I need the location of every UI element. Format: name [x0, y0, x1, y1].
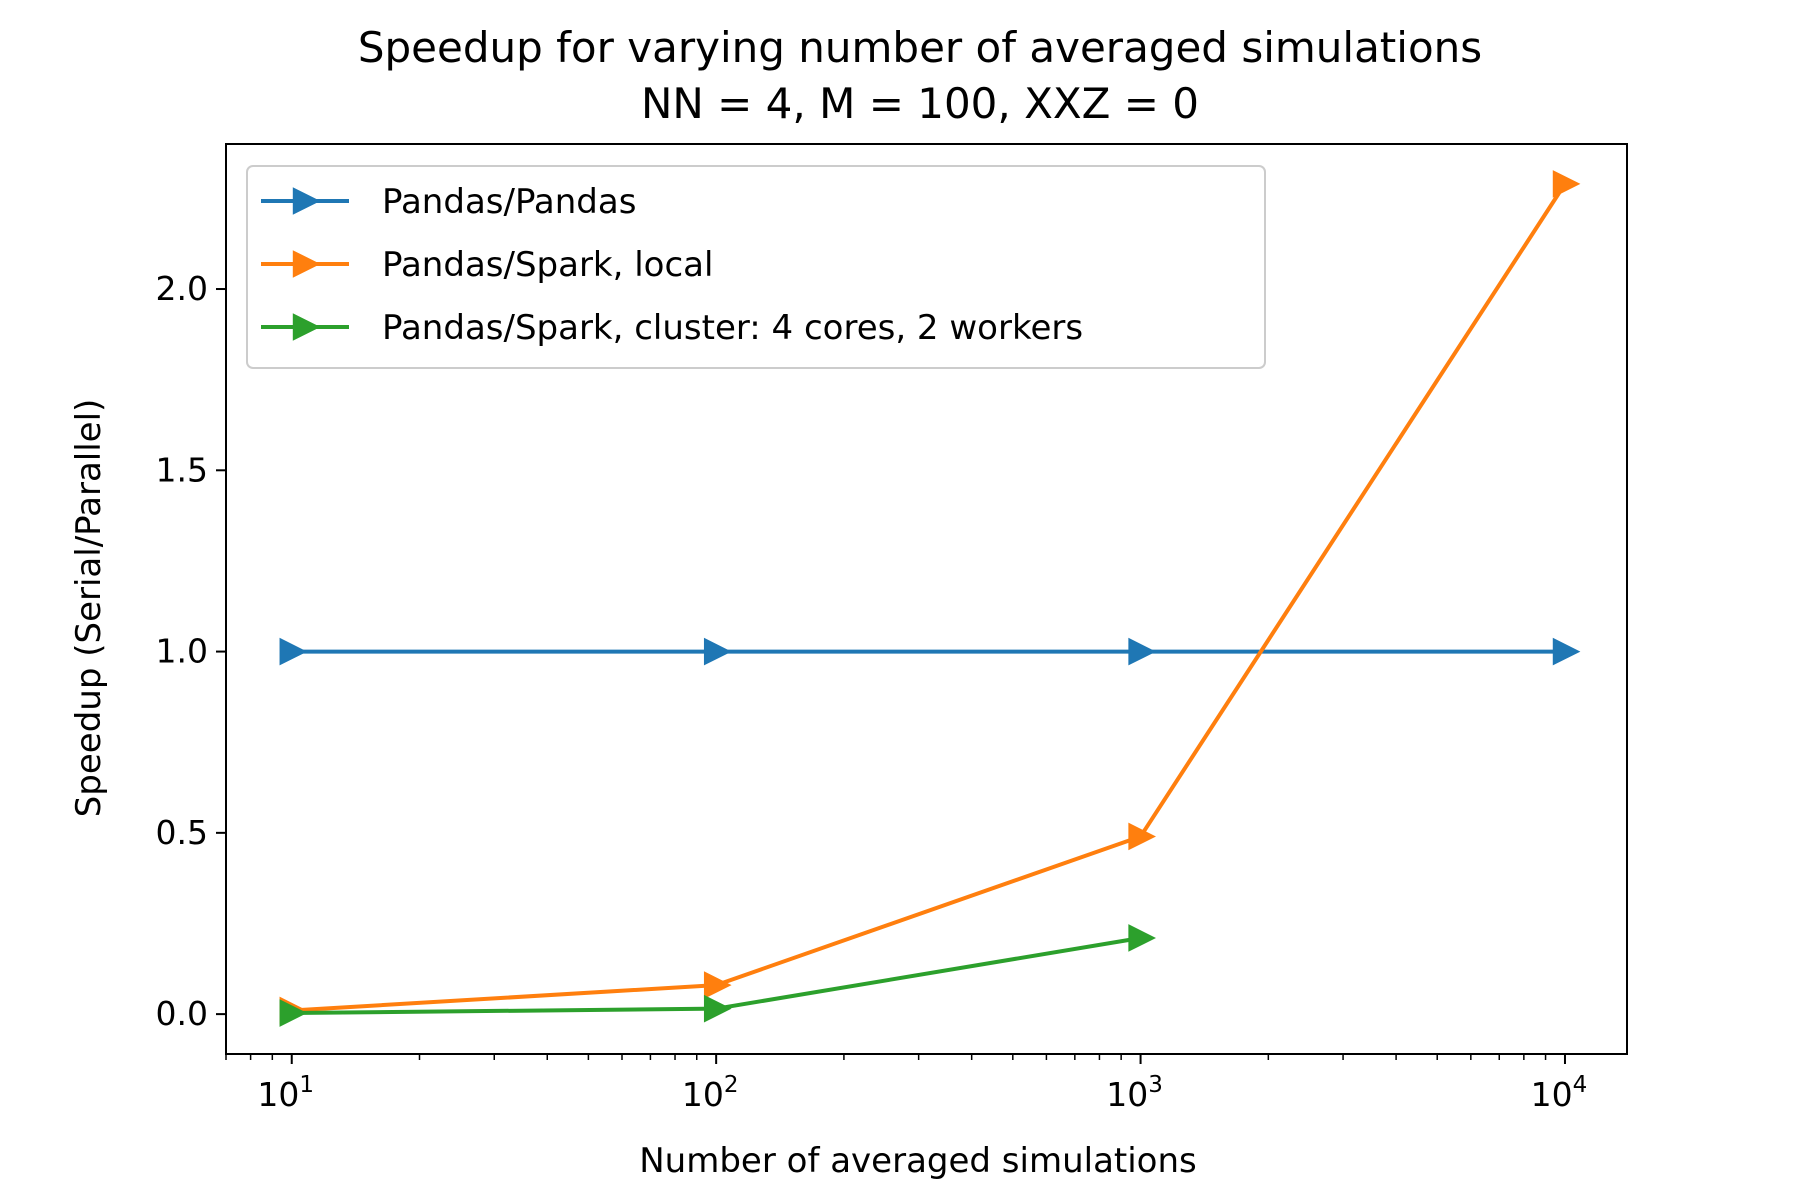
data-point [703, 971, 732, 999]
y-tick-label: 0.0 [156, 994, 208, 1033]
data-point [1128, 924, 1156, 952]
y-tick-label: 1.5 [156, 450, 208, 489]
plot-frame [225, 143, 1628, 1055]
data-point [279, 999, 308, 1027]
plot-area: 0.0 0.5 1.0 1.5 2.0 101 102 103 104 [156, 143, 1628, 1114]
chart-title: Speedup for varying number of averaged s… [358, 23, 1482, 72]
chart-subtitle: NN = 4, M = 100, XXZ = 0 [641, 79, 1199, 128]
legend-entry-label: Pandas/Spark, cluster: 4 cores, 2 worker… [382, 308, 1083, 348]
y-tick-label: 1.0 [156, 632, 208, 671]
data-point [1552, 170, 1581, 198]
legend-marker [292, 313, 321, 341]
y-axis-label: Speedup (Serial/Parallel) [69, 399, 109, 818]
legend-entry-label: Pandas/Spark, local [382, 245, 713, 285]
x-tick-label: 104 [1531, 1072, 1588, 1114]
legend-box [246, 165, 1266, 369]
y-tick-label: 2.0 [156, 269, 208, 308]
legend-marker [292, 250, 321, 278]
legend-entry-label: Pandas/Pandas [382, 182, 636, 222]
series-line-1 [291, 182, 1567, 1013]
data-point [1128, 822, 1156, 851]
x-tick-label: 103 [1106, 1072, 1163, 1114]
data-point [703, 637, 732, 666]
data-point [1128, 637, 1156, 666]
x-axis-label: Number of averaged simulations [639, 1141, 1197, 1181]
data-point [279, 637, 308, 666]
legend: Pandas/Pandas Pandas/Spark, local Pandas/S… [246, 165, 1266, 369]
x-tick-label: 101 [257, 1072, 314, 1114]
data-point [1552, 637, 1581, 666]
x-tick-label: 102 [682, 1072, 739, 1114]
y-tick-label: 0.5 [156, 813, 208, 852]
data-point [703, 994, 732, 1023]
legend-marker [292, 187, 321, 215]
